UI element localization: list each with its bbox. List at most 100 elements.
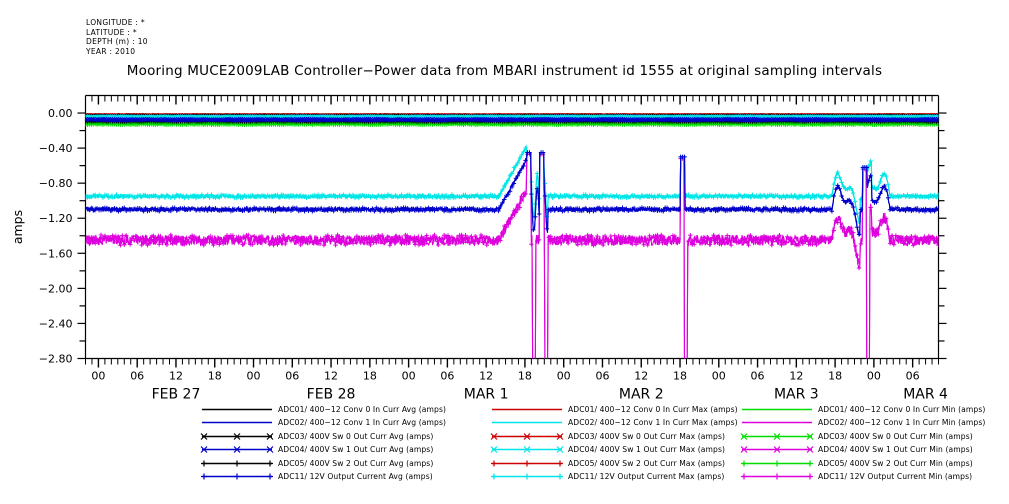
x-tick-label: 12 bbox=[479, 370, 493, 383]
y-tick-label: −1.20 bbox=[39, 212, 73, 225]
legend-label: ADC04/ 400V Sw 1 Out Curr Min (amps) bbox=[818, 445, 973, 455]
x-tick-label: 00 bbox=[712, 370, 726, 383]
x-tick-label: 06 bbox=[595, 370, 609, 383]
y-tick-label: −0.40 bbox=[39, 142, 73, 155]
legend-label: ADC02/ 400−12 Conv 1 In Curr Max (amps) bbox=[568, 418, 738, 428]
x-day-label: FEB 27 bbox=[152, 387, 201, 401]
legend-swatch bbox=[490, 458, 564, 469]
legend-item[interactable]: ADC05/ 400V Sw 2 Out Curr Max (amps) bbox=[490, 458, 725, 469]
x-tick-label: 12 bbox=[789, 370, 803, 383]
y-tick-label: 0.00 bbox=[48, 107, 73, 120]
x-tick-label: 06 bbox=[130, 370, 144, 383]
legend-label: ADC04/ 400V Sw 1 Out Curr Max (amps) bbox=[568, 445, 726, 455]
legend-item[interactable]: ADC01/ 400−12 Conv 0 In Curr Min (amps) bbox=[740, 404, 985, 415]
legend-item[interactable]: ADC03/ 400V Sw 0 Out Curr Avg (amps) bbox=[200, 431, 433, 442]
data-series bbox=[85, 150, 939, 237]
legend-item[interactable]: ADC02/ 400−12 Conv 1 In Curr Avg (amps) bbox=[200, 417, 446, 428]
legend-label: ADC11/ 12V Output Current Avg (amps) bbox=[278, 472, 433, 481]
legend-item[interactable]: ADC02/ 400−12 Conv 1 In Curr Min (amps) bbox=[740, 417, 985, 428]
x-tick-label: 18 bbox=[208, 370, 222, 383]
year-label: YEAR : 2010 bbox=[86, 46, 136, 56]
legend-item[interactable]: ADC11/ 12V Output Current Avg (amps) bbox=[200, 471, 433, 482]
timeseries-svg: 0.00 −0.40 −0.80 −1.20 −1.60 −2.00 −2.40 −2.80 a… bbox=[10, 94, 948, 401]
legend-swatch bbox=[200, 471, 274, 482]
legend-swatch bbox=[740, 417, 814, 428]
x-axis: 00 06 12 18 00 06 12 18 00 06 12 18 00 06 12 18 00 06 12 18… bbox=[85, 95, 948, 401]
x-tick-label: 18 bbox=[673, 370, 687, 383]
legend-item[interactable]: ADC03/ 400V Sw 0 Out Curr Max (amps) bbox=[490, 431, 725, 442]
legend-label: ADC05/ 400V Sw 2 Out Curr Avg (amps) bbox=[278, 458, 434, 468]
x-day-label: MAR 3 bbox=[774, 387, 819, 401]
legend-label: ADC02/ 400−12 Conv 1 In Curr Min (amps) bbox=[818, 418, 986, 428]
station-metadata: LONGITUDE : * LATITUDE : * DEPTH (m) : 1… bbox=[86, 18, 148, 56]
legend-swatch bbox=[740, 458, 814, 469]
legend-label: ADC05/ 400V Sw 2 Out Curr Min (amps) bbox=[818, 458, 973, 468]
legend-swatch bbox=[490, 471, 564, 482]
chart-legend: ADC01/ 400−12 Conv 0 In Curr Avg (amps) A… bbox=[0, 404, 1009, 486]
legend-swatch bbox=[200, 404, 274, 415]
x-tick-label: 06 bbox=[751, 370, 765, 383]
legend-label: ADC03/ 400V Sw 0 Out Curr Max (amps) bbox=[568, 431, 726, 441]
x-tick-label: 00 bbox=[867, 370, 881, 383]
legend-item[interactable]: ADC04/ 400V Sw 1 Out Curr Min (amps) bbox=[740, 444, 973, 455]
data-series bbox=[85, 151, 939, 236]
legend-item[interactable]: ADC04/ 400V Sw 1 Out Curr Avg (amps) bbox=[200, 444, 433, 455]
data-series bbox=[85, 152, 939, 359]
legend-swatch bbox=[490, 417, 564, 428]
legend-label: ADC11/ 12V Output Current Min (amps) bbox=[818, 472, 973, 481]
legend-item[interactable]: ADC01/ 400−12 Conv 0 In Curr Avg (amps) bbox=[200, 404, 446, 415]
legend-label: ADC04/ 400V Sw 1 Out Curr Avg (amps) bbox=[278, 445, 434, 455]
legend-swatch bbox=[740, 471, 814, 482]
plot-frame bbox=[84, 94, 940, 360]
legend-item[interactable]: ADC02/ 400−12 Conv 1 In Curr Max (amps) bbox=[490, 417, 738, 428]
legend-item[interactable]: ADC04/ 400V Sw 1 Out Curr Max (amps) bbox=[490, 444, 725, 455]
x-tick-label: 00 bbox=[91, 370, 105, 383]
legend-swatch bbox=[740, 404, 814, 415]
x-day-label: MAR 2 bbox=[619, 387, 664, 401]
legend-item[interactable]: ADC05/ 400V Sw 2 Out Curr Avg (amps) bbox=[200, 458, 433, 469]
x-tick-label: 12 bbox=[169, 370, 183, 383]
legend-item[interactable]: ADC11/ 12V Output Current Min (amps) bbox=[740, 471, 972, 482]
x-tick-label: 00 bbox=[247, 370, 261, 383]
legend-swatch bbox=[490, 444, 564, 455]
x-day-label: MAR 1 bbox=[464, 387, 509, 401]
x-tick-label: 00 bbox=[402, 370, 416, 383]
legend-swatch bbox=[740, 431, 814, 442]
x-tick-label: 06 bbox=[906, 370, 920, 383]
legend-label: ADC05/ 400V Sw 2 Out Curr Max (amps) bbox=[568, 458, 726, 468]
legend-item[interactable]: ADC03/ 400V Sw 0 Out Curr Min (amps) bbox=[740, 431, 973, 442]
x-tick-label: 06 bbox=[440, 370, 454, 383]
longitude-label: LONGITUDE : * bbox=[86, 18, 145, 27]
legend-swatch bbox=[490, 404, 564, 415]
legend-swatch bbox=[200, 444, 274, 455]
legend-item[interactable]: ADC05/ 400V Sw 2 Out Curr Min (amps) bbox=[740, 458, 973, 469]
y-tick-label: −2.40 bbox=[39, 317, 73, 330]
legend-swatch bbox=[740, 444, 814, 455]
y-tick-label: −2.00 bbox=[39, 282, 73, 295]
legend-item[interactable]: ADC01/ 400−12 Conv 0 In Curr Max (amps) bbox=[490, 404, 738, 415]
data-series-group bbox=[85, 112, 939, 359]
x-tick-label: 12 bbox=[634, 370, 648, 383]
x-tick-label: 12 bbox=[324, 370, 338, 383]
legend-item[interactable]: ADC11/ 12V Output Current Max (amps) bbox=[490, 471, 724, 482]
chart-title: Mooring MUCE2009LAB Controller−Power dat… bbox=[126, 63, 883, 79]
legend-swatch bbox=[200, 431, 274, 442]
x-tick-label: 18 bbox=[828, 370, 842, 383]
x-tick-label: 18 bbox=[363, 370, 377, 383]
legend-label: ADC01/ 400−12 Conv 0 In Curr Max (amps) bbox=[568, 405, 738, 414]
depth-label: DEPTH (m) : 10 bbox=[86, 37, 148, 47]
legend-swatch bbox=[490, 431, 564, 442]
x-tick-label: 06 bbox=[285, 370, 299, 383]
legend-label: ADC02/ 400−12 Conv 1 In Curr Avg (amps) bbox=[278, 418, 447, 428]
y-axis: 0.00 −0.40 −0.80 −1.20 −1.60 −2.00 −2.40 −2.80 bbox=[39, 107, 947, 366]
y-tick-label: −2.80 bbox=[39, 353, 73, 366]
data-series bbox=[85, 116, 939, 123]
x-day-label: MAR 4 bbox=[903, 387, 948, 401]
y-tick-label: −0.80 bbox=[39, 177, 73, 190]
x-tick-label: 18 bbox=[518, 370, 532, 383]
legend-label: ADC01/ 400−12 Conv 0 In Curr Avg (amps) bbox=[278, 405, 447, 414]
y-tick-label: −1.60 bbox=[39, 247, 73, 260]
legend-label: ADC03/ 400V Sw 0 Out Curr Min (amps) bbox=[818, 431, 973, 441]
x-tick-label: 00 bbox=[557, 370, 571, 383]
